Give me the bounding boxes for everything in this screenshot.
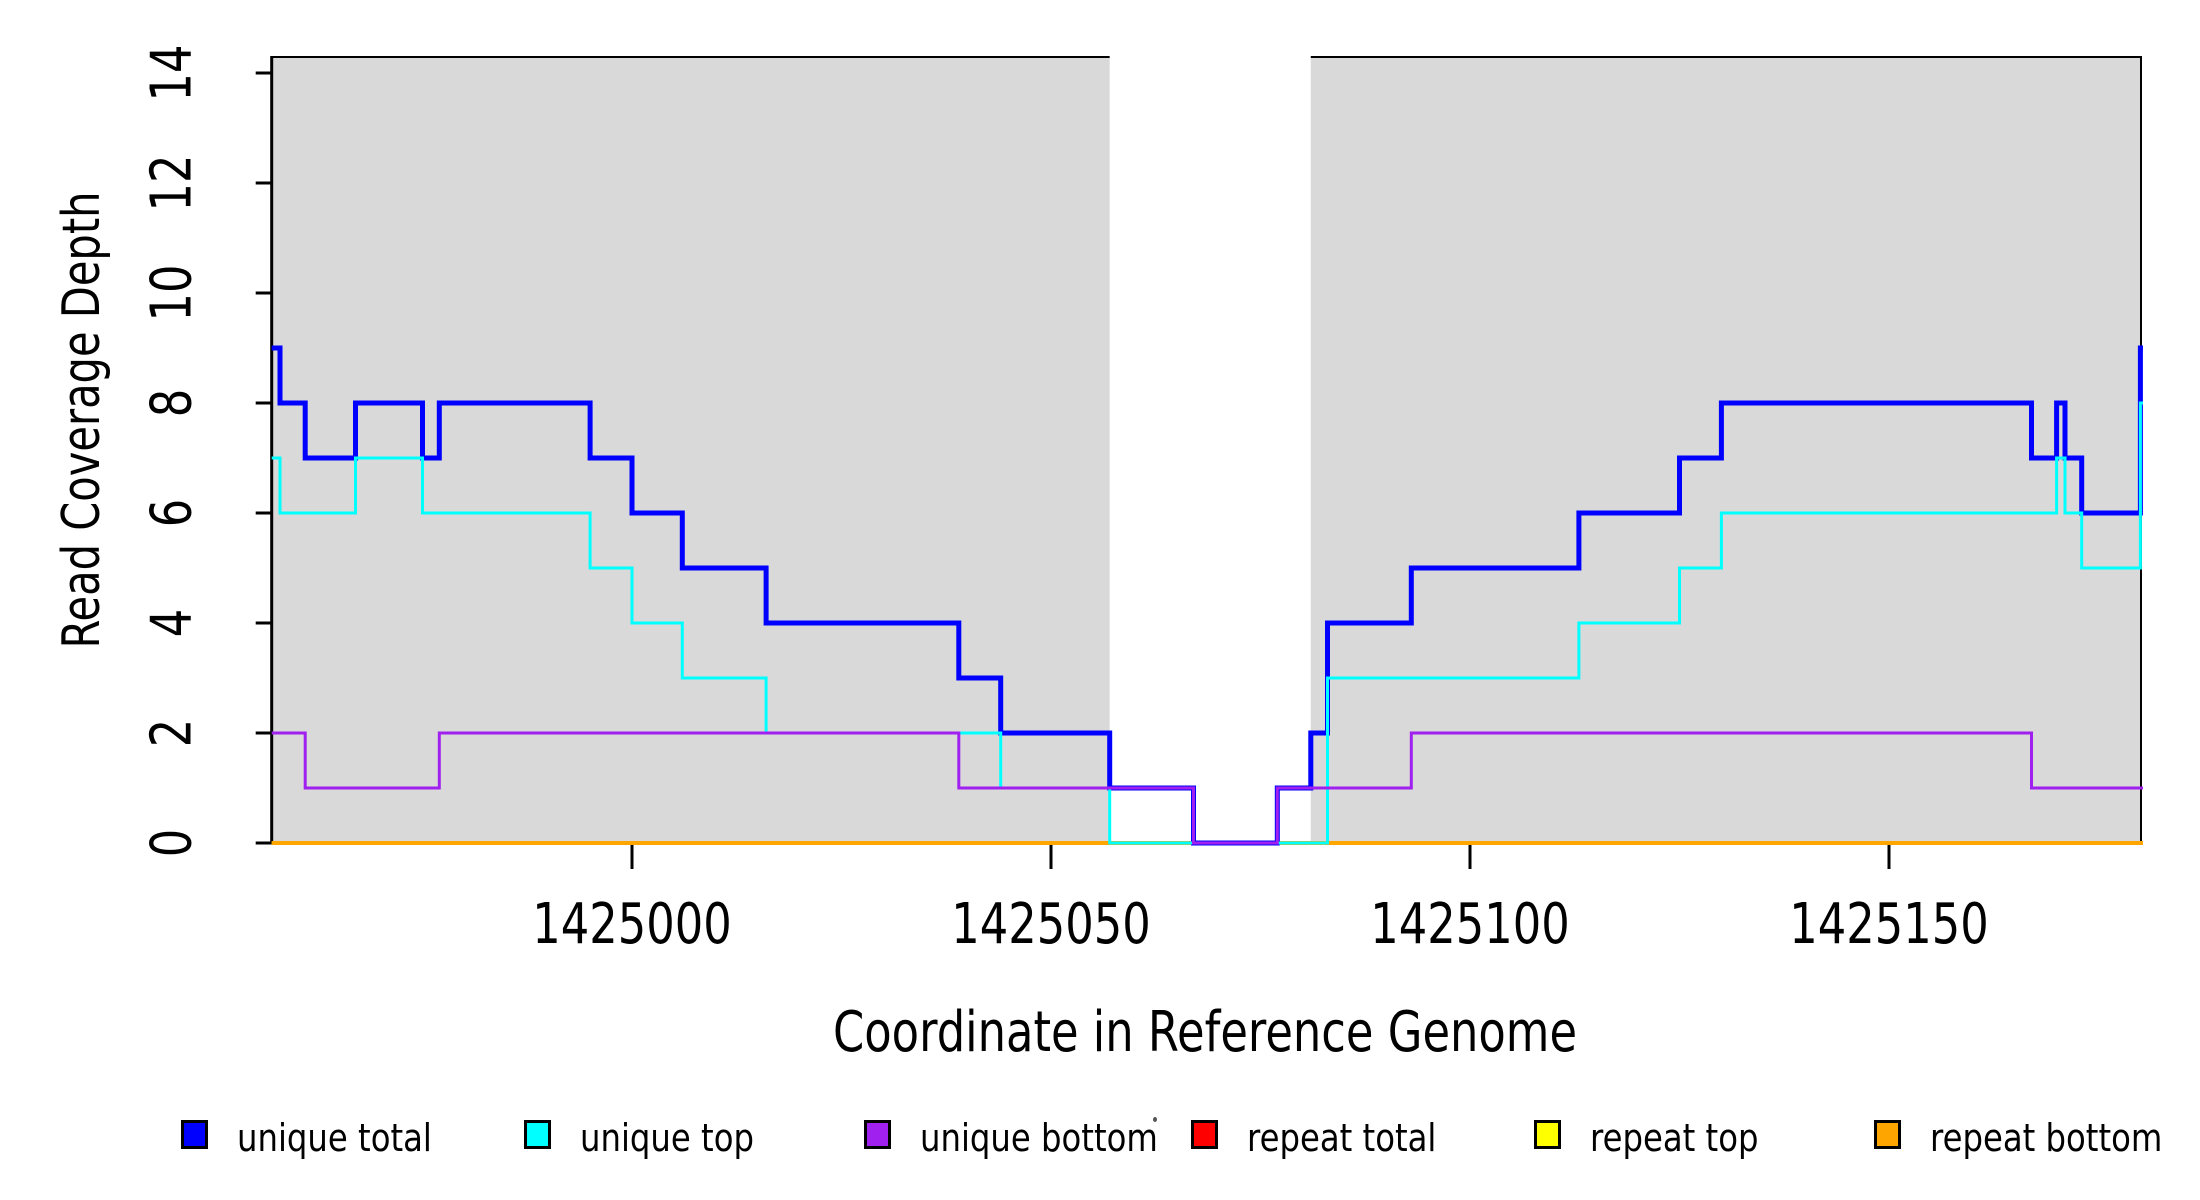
y-tick-label-0: 0	[139, 828, 205, 858]
stray-dot-artifact	[1153, 1117, 1157, 1122]
legend-swatch-unique-top	[524, 1120, 551, 1149]
y-axis-title: Read Coverage Depth	[52, 191, 112, 649]
legend-label: repeat bottom	[1930, 1116, 2163, 1160]
legend-swatch-repeat-bottom	[1874, 1120, 1901, 1149]
series-line-unique-bottom	[271, 731, 2143, 845]
y-tick-label-6: 6	[139, 498, 205, 528]
y-tick-label-8: 8	[139, 388, 205, 418]
series-line-unique-top	[271, 401, 2143, 845]
x-axis-title: Coordinate in Reference Genome	[832, 1000, 1578, 1065]
legend-swatch-unique-bottom	[864, 1120, 891, 1149]
legend-swatch-repeat-total	[1191, 1120, 1218, 1149]
legend-swatch-repeat-top	[1534, 1120, 1561, 1149]
x-tick-label-1425150: 1425150	[1789, 892, 1989, 957]
y-tick-label-2: 2	[139, 718, 205, 748]
legend-label: unique top	[580, 1116, 754, 1160]
uncovered-gap-region	[1109, 50, 1311, 841]
x-tick-label-1425000: 1425000	[532, 892, 732, 957]
x-tick-label-1425050: 1425050	[951, 892, 1151, 957]
legend-label: repeat total	[1247, 1116, 1437, 1160]
legend-label: repeat top	[1590, 1116, 1759, 1160]
y-tick-label-4: 4	[139, 608, 205, 638]
y-tick-label-12: 12	[139, 154, 205, 212]
legend-swatch-unique-total	[181, 1120, 208, 1149]
legend-label: unique bottom	[920, 1116, 1158, 1160]
y-tick-label-14: 14	[139, 44, 205, 102]
y-tick-label-10: 10	[139, 264, 205, 322]
x-tick-label-1425100: 1425100	[1370, 892, 1570, 957]
legend-label: unique total	[237, 1116, 432, 1160]
